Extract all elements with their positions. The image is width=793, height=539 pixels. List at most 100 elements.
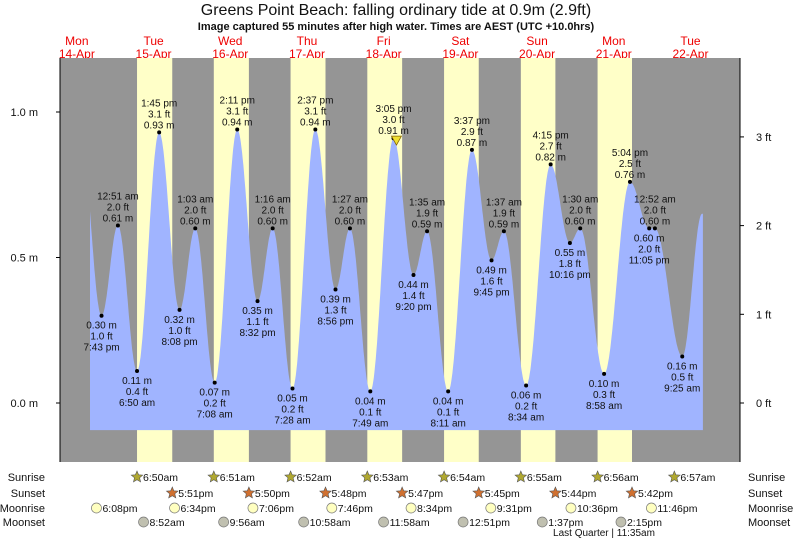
high-m-label: 0.59 m bbox=[489, 219, 520, 230]
day-label-dow: Fri bbox=[377, 34, 391, 48]
sunset-icon bbox=[548, 486, 562, 499]
moonset-icon bbox=[218, 516, 229, 528]
sunrise-time: 6:53am bbox=[373, 472, 408, 484]
high-time-label: 1:30 am bbox=[562, 194, 598, 205]
sunrise-icon bbox=[514, 470, 528, 483]
sunrise-time: 6:52am bbox=[297, 472, 332, 484]
high-ft-label: 2.0 ft bbox=[262, 205, 284, 216]
moonset-time: 12:51pm bbox=[469, 517, 510, 529]
sunset-icon bbox=[319, 486, 332, 499]
day-label-date: 14-Apr bbox=[59, 47, 95, 61]
high-tide-point bbox=[193, 226, 198, 231]
sunset-time: 5:42pm bbox=[638, 488, 673, 500]
low-tide-point bbox=[368, 389, 373, 394]
day-label-dow: Sun bbox=[526, 34, 547, 48]
moonset-icon bbox=[138, 516, 149, 528]
sunset-icon bbox=[472, 486, 486, 499]
low-tide-point bbox=[680, 354, 685, 359]
low-ft-label: 1.0 ft bbox=[90, 332, 112, 343]
low-tide-point bbox=[99, 313, 104, 318]
sunset-time: 5:50pm bbox=[255, 488, 290, 500]
low-m-label: 0.39 m bbox=[320, 295, 351, 306]
sunrise-time: 6:57am bbox=[680, 472, 715, 484]
sunrise-icon bbox=[667, 470, 681, 483]
moonrise-icon bbox=[405, 502, 417, 514]
low-m-label: 0.16 m bbox=[667, 361, 698, 372]
low-tide-point bbox=[489, 258, 494, 263]
low-tide-point bbox=[212, 380, 217, 385]
moonset-icon bbox=[615, 516, 627, 528]
high-m-label: 0.76 m bbox=[615, 170, 646, 181]
moonset-time: 2:15pm bbox=[627, 517, 662, 529]
day-label-date: 21-Apr bbox=[596, 47, 632, 61]
high-ft-label: 3.1 ft bbox=[148, 109, 170, 120]
high-time-label: 1:03 am bbox=[177, 194, 213, 205]
high-tide-point bbox=[652, 226, 657, 231]
low-m-label: 0.55 m bbox=[555, 248, 586, 259]
day-label-dow: Sat bbox=[451, 34, 470, 48]
high-ft-label: 3.0 ft bbox=[382, 115, 404, 126]
high-ft-label: 1.9 ft bbox=[493, 208, 515, 219]
high-m-label: 0.94 m bbox=[300, 117, 331, 128]
sunrise-icon bbox=[207, 470, 221, 483]
low-time-label: 10:16 pm bbox=[549, 270, 591, 281]
low-time-label: 8:58 am bbox=[586, 401, 622, 412]
low-time-label: 9:25 am bbox=[664, 383, 700, 394]
left-tick-label: 0.0 m bbox=[10, 398, 38, 410]
axes: 0.0 m 0.5 m 1.0 m 0 ft 1 ft 2 ft 3 ft bbox=[10, 58, 771, 462]
tide-area bbox=[90, 129, 703, 431]
right-tick-label: 1 ft bbox=[756, 309, 771, 321]
low-ft-label: 0.3 ft bbox=[593, 390, 615, 401]
low-m-label: 0.07 m bbox=[199, 388, 230, 399]
low-time-label: 7:08 am bbox=[197, 410, 233, 421]
sunrise-time: 6:55am bbox=[527, 472, 562, 484]
high-tide-point bbox=[115, 223, 120, 228]
high-ft-label: 2.0 ft bbox=[569, 205, 591, 216]
high-m-label: 0.59 m bbox=[412, 219, 443, 230]
high-ft-label: 2.0 ft bbox=[184, 205, 206, 216]
moonset-time: 10:58am bbox=[310, 517, 351, 529]
high-time-label: 1:37 am bbox=[486, 197, 522, 208]
high-ft-label: 2.0 ft bbox=[339, 205, 361, 216]
sunset-time: 5:47pm bbox=[408, 488, 443, 500]
high-tide-point bbox=[425, 229, 430, 234]
high-ft-label: 2.0 ft bbox=[107, 202, 129, 213]
low-time-label: 8:11 am bbox=[430, 418, 465, 429]
high-ft-label: 2.5 ft bbox=[619, 159, 641, 170]
day-label-date: 22-Apr bbox=[672, 47, 708, 61]
sunrise-time: 6:56am bbox=[604, 472, 639, 484]
sunset-time: 5:44pm bbox=[561, 488, 596, 500]
sunrise-icon bbox=[591, 470, 605, 483]
moonrise-time: 6:34pm bbox=[181, 503, 216, 515]
sunset-icon bbox=[625, 486, 639, 499]
low-ft-label: 0.1 ft bbox=[437, 407, 459, 418]
high-time-label: 3:37 pm bbox=[454, 116, 490, 127]
moonrise-icon bbox=[91, 502, 102, 514]
right-tick-label: 2 ft bbox=[756, 221, 771, 233]
sunset-row-label-right: Sunset bbox=[748, 488, 782, 500]
high-time-label: 1:35 am bbox=[409, 197, 445, 208]
day-label-date: 15-Apr bbox=[136, 47, 172, 61]
low-ft-label: 1.6 ft bbox=[480, 276, 502, 287]
sunrise-time: 6:51am bbox=[220, 472, 255, 484]
high-ft-label: 3.1 ft bbox=[304, 106, 326, 117]
moonset-row-label: Moonset bbox=[3, 517, 45, 529]
low-time-label: 8:08 pm bbox=[161, 337, 197, 348]
moonset-icon bbox=[298, 516, 310, 528]
moonrise-time: 11:46pm bbox=[657, 503, 697, 515]
high-m-label: 0.60 m bbox=[640, 216, 671, 227]
moon-phase-label: Last Quarter | 11:35am bbox=[553, 528, 655, 539]
high-m-label: 0.61 m bbox=[103, 213, 134, 224]
high-m-label: 0.87 m bbox=[457, 138, 488, 149]
low-m-label: 0.04 m bbox=[355, 396, 386, 407]
low-m-label: 0.05 m bbox=[277, 393, 308, 404]
low-m-label: 0.30 m bbox=[86, 321, 117, 332]
high-time-label: 4:15 pm bbox=[533, 130, 569, 141]
high-m-label: 0.82 m bbox=[535, 152, 566, 163]
chart-subtitle: Image captured 55 minutes after high wat… bbox=[198, 21, 595, 33]
low-m-label: 0.32 m bbox=[164, 315, 195, 326]
low-ft-label: 1.3 ft bbox=[324, 306, 346, 317]
moonrise-time: 9:31pm bbox=[497, 503, 532, 515]
low-ft-label: 2.0 ft bbox=[638, 244, 660, 255]
